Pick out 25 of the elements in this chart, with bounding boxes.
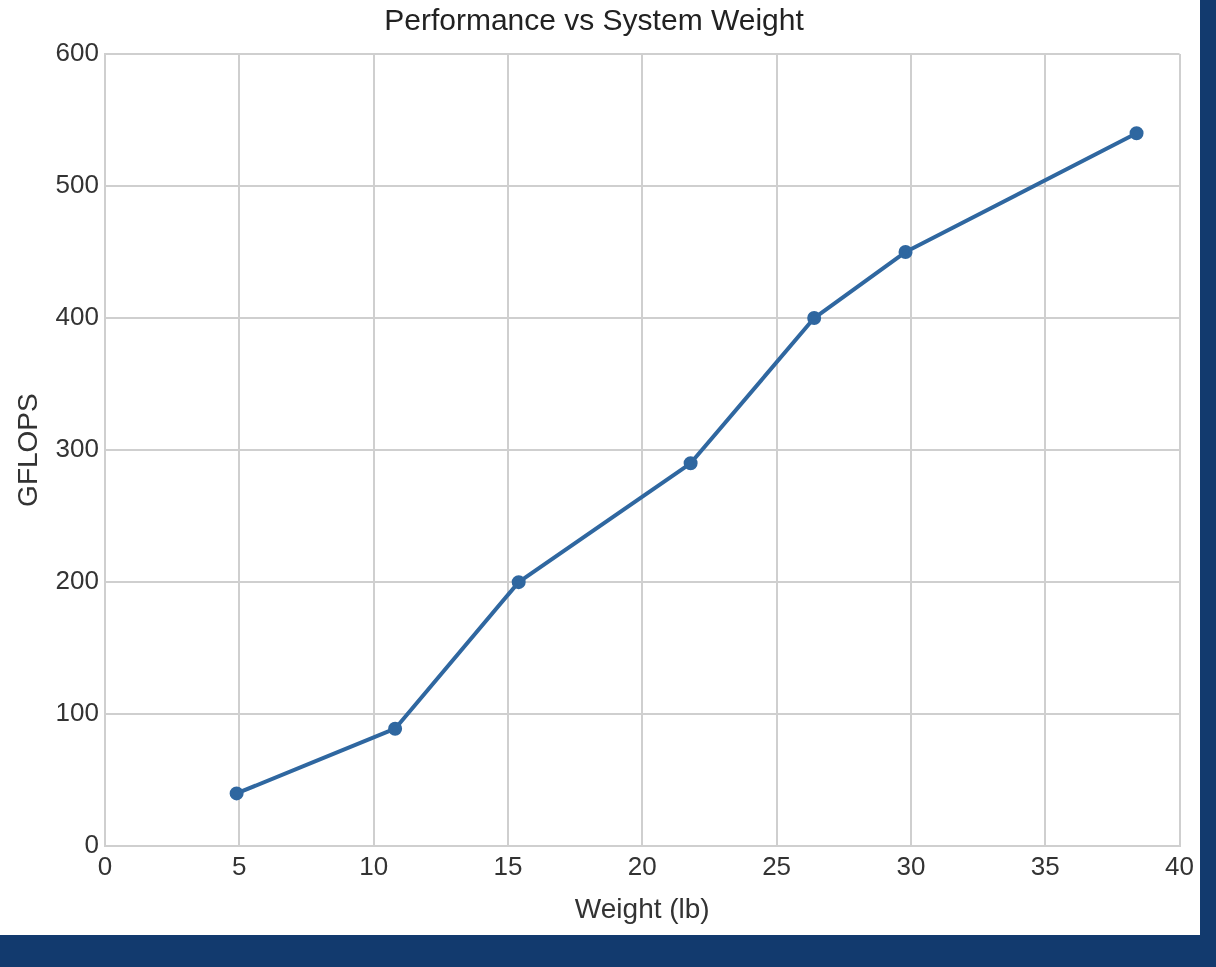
point	[807, 311, 822, 326]
x-tick-label: 35	[1030, 850, 1060, 881]
x-tick-label: 5	[232, 850, 247, 881]
x-axis-title: Weight (lb)	[574, 892, 710, 924]
chart-title: Performance vs System Weight	[384, 3, 805, 37]
y-tick-label: 200	[55, 565, 99, 596]
point	[388, 721, 403, 736]
x-tick-label: 10	[359, 850, 389, 881]
y-tick-label: 600	[55, 37, 99, 68]
point	[683, 456, 698, 471]
point	[229, 786, 244, 801]
y-axis-title: GFLOPS	[11, 393, 43, 507]
y-tick-label: 400	[55, 301, 99, 332]
y-tick-label: 100	[55, 697, 99, 728]
y-tick-label: 300	[55, 433, 99, 464]
point	[898, 245, 913, 260]
x-tick-label: 15	[493, 850, 523, 881]
y-tick-label: 0	[84, 829, 99, 860]
x-tick-label: 30	[896, 850, 926, 881]
y-tick-label: 500	[55, 169, 99, 200]
x-tick-label: 20	[627, 850, 657, 881]
point	[511, 575, 526, 590]
point	[1129, 126, 1144, 141]
x-tick-label: 40	[1165, 850, 1194, 881]
x-tick-label: 25	[762, 850, 792, 881]
